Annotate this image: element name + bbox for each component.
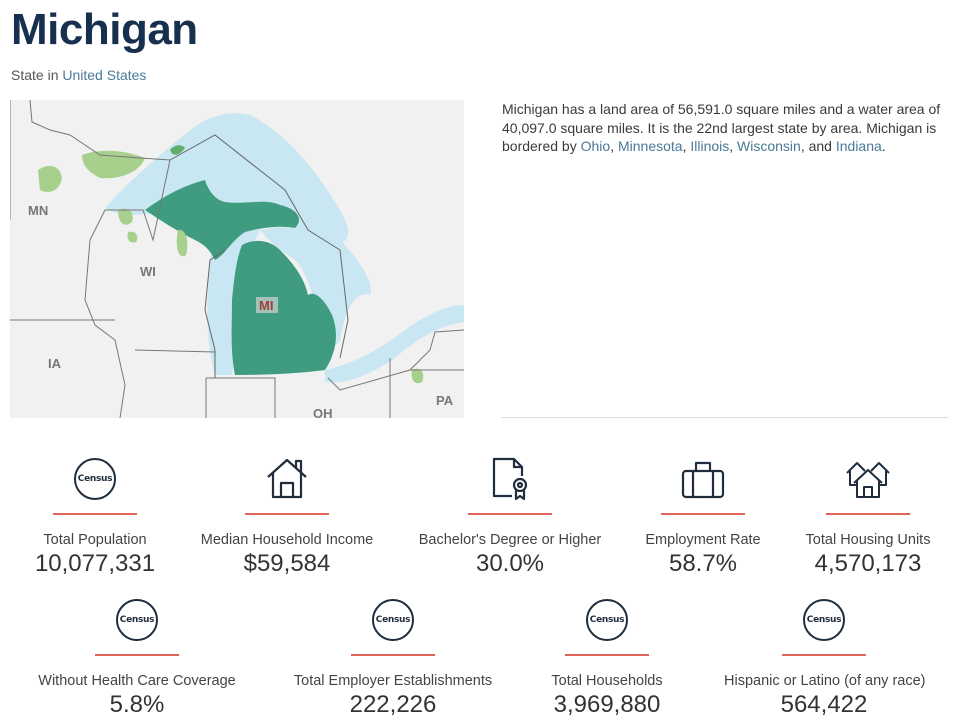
census-icon-text: Census — [372, 599, 414, 641]
description-text: Michigan has a land area of 56,591.0 squ… — [502, 101, 941, 154]
stat-label: Median Household Income — [200, 532, 374, 548]
accent-bar — [95, 654, 179, 656]
ohio-link[interactable]: Ohio — [580, 138, 611, 154]
stat-value: 564,422 — [780, 691, 868, 718]
stat-value: 3,969,880 — [553, 691, 661, 718]
accent-bar — [565, 654, 649, 656]
stat-without-health-care: Census Without Health Care Coverage 5.8% — [37, 596, 237, 720]
census-icon: Census — [724, 596, 924, 644]
separator: , — [610, 138, 618, 154]
census-icon-text: Census — [74, 458, 116, 500]
stat-value: 4,570,173 — [814, 550, 922, 577]
stat-value: 222,226 — [349, 691, 437, 718]
map-label-oh: OH — [313, 406, 333, 418]
stat-value: 10,077,331 — [34, 550, 156, 577]
stat-label: Without Health Care Coverage — [38, 673, 236, 689]
accent-bar — [53, 513, 137, 515]
census-icon-text: Census — [116, 599, 158, 641]
stat-label: Total Employer Establishments — [293, 673, 493, 689]
census-icon-text: Census — [586, 599, 628, 641]
state-map[interactable]: MN WI IA MI OH PA — [10, 100, 464, 418]
stat-value: $59,584 — [243, 550, 331, 577]
wisconsin-link[interactable]: Wisconsin — [737, 138, 801, 154]
diploma-icon — [410, 455, 610, 503]
stat-value: 30.0% — [475, 550, 545, 577]
accent-bar — [468, 513, 552, 515]
accent-bar — [351, 654, 435, 656]
accent-bar — [661, 513, 745, 515]
stat-label: Total Population — [43, 532, 147, 548]
map-label-mn: MN — [28, 203, 48, 218]
state-description: Michigan has a land area of 56,591.0 squ… — [502, 100, 954, 156]
page-title: Michigan — [11, 5, 198, 54]
census-icon: Census — [293, 596, 493, 644]
accent-bar — [782, 654, 866, 656]
stat-bachelors-degree: Bachelor's Degree or Higher 30.0% — [410, 455, 610, 579]
illinois-link[interactable]: Illinois — [690, 138, 730, 154]
separator: , and — [800, 138, 836, 154]
map-label-mi: MI — [259, 298, 273, 313]
subtitle: State in United States — [11, 66, 146, 84]
stat-median-household-income: Median Household Income $59,584 — [187, 455, 387, 579]
stat-total-population: Census Total Population 10,077,331 — [0, 455, 195, 579]
divider — [501, 417, 948, 418]
census-icon: Census — [507, 596, 707, 644]
map-label-wi: WI — [140, 264, 156, 279]
houses-icon — [768, 455, 960, 503]
map-graphic: MN WI IA MI OH PA — [10, 100, 464, 418]
stat-total-employer-establishments: Census Total Employer Establishments 222… — [293, 596, 493, 720]
minnesota-link[interactable]: Minnesota — [617, 138, 683, 154]
stat-label: Employment Rate — [645, 532, 761, 548]
stat-hispanic-or-latino: Census Hispanic or Latino (of any race) … — [724, 596, 926, 720]
stat-employment-rate: Employment Rate 58.7% — [603, 455, 803, 579]
census-icon: Census — [37, 596, 237, 644]
stat-label: Bachelor's Degree or Higher — [418, 532, 602, 548]
separator: , — [729, 138, 738, 154]
map-label-ia: IA — [48, 356, 62, 371]
period: . — [881, 138, 886, 154]
census-icon-text: Census — [803, 599, 845, 641]
stat-value: 58.7% — [668, 550, 738, 577]
census-icon: Census — [0, 455, 195, 503]
subtitle-prefix: State in — [11, 67, 59, 83]
map-label-pa: PA — [436, 393, 454, 408]
stat-total-housing-units: Total Housing Units 4,570,173 — [768, 455, 960, 579]
separator: , — [682, 138, 691, 154]
stat-value: 5.8% — [109, 691, 165, 718]
stat-label: Total Households — [551, 673, 663, 689]
house-icon — [187, 455, 387, 503]
united-states-link[interactable]: United States — [62, 67, 147, 83]
accent-bar — [826, 513, 910, 515]
accent-bar — [245, 513, 329, 515]
indiana-link[interactable]: Indiana — [835, 138, 882, 154]
stat-label: Hispanic or Latino (of any race) — [724, 673, 926, 689]
stat-total-households: Census Total Households 3,969,880 — [507, 596, 707, 720]
stat-label: Total Housing Units — [805, 532, 931, 548]
briefcase-icon — [603, 455, 803, 503]
